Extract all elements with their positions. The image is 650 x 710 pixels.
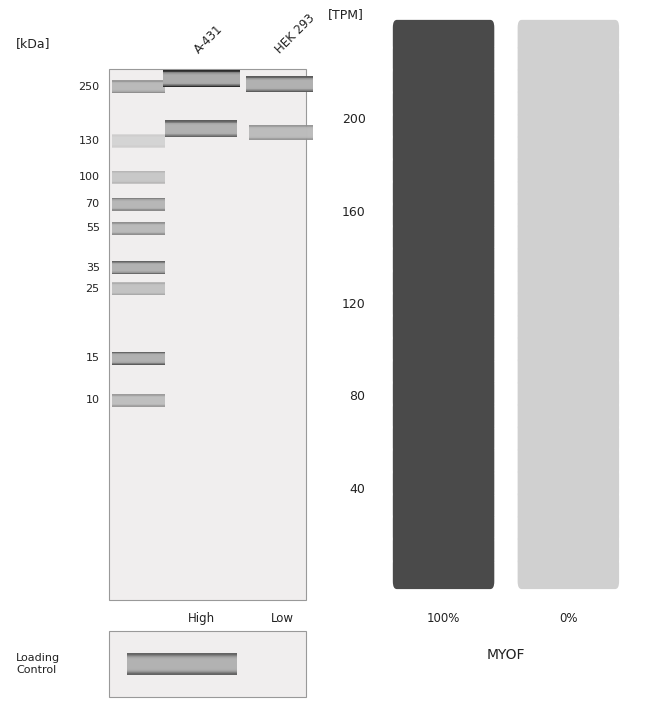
Text: A-431: A-431 [192, 23, 226, 57]
Text: 55: 55 [86, 224, 99, 234]
FancyBboxPatch shape [393, 332, 494, 366]
Text: High: High [188, 611, 215, 625]
Text: Low: Low [270, 611, 294, 625]
Text: HEK 293: HEK 293 [273, 12, 317, 57]
FancyBboxPatch shape [517, 310, 619, 344]
FancyBboxPatch shape [393, 42, 494, 75]
Text: 35: 35 [86, 263, 99, 273]
FancyBboxPatch shape [393, 511, 494, 545]
Text: 80: 80 [350, 391, 365, 403]
FancyBboxPatch shape [517, 444, 619, 477]
FancyBboxPatch shape [517, 288, 619, 321]
FancyBboxPatch shape [393, 377, 494, 410]
FancyBboxPatch shape [517, 243, 619, 276]
FancyBboxPatch shape [393, 221, 494, 254]
FancyBboxPatch shape [517, 400, 619, 433]
FancyBboxPatch shape [517, 422, 619, 455]
FancyBboxPatch shape [393, 87, 494, 120]
FancyBboxPatch shape [393, 310, 494, 344]
FancyBboxPatch shape [517, 511, 619, 545]
FancyBboxPatch shape [517, 87, 619, 120]
FancyBboxPatch shape [517, 533, 619, 567]
FancyBboxPatch shape [393, 266, 494, 299]
Text: MYOF: MYOF [487, 648, 525, 662]
FancyBboxPatch shape [393, 444, 494, 477]
FancyBboxPatch shape [393, 556, 494, 589]
FancyBboxPatch shape [393, 533, 494, 567]
FancyBboxPatch shape [517, 556, 619, 589]
Text: 0%: 0% [559, 611, 578, 625]
Text: [TPM]: [TPM] [328, 9, 364, 21]
FancyBboxPatch shape [393, 109, 494, 143]
Text: 160: 160 [342, 206, 365, 219]
FancyBboxPatch shape [517, 199, 619, 232]
FancyBboxPatch shape [393, 131, 494, 165]
FancyBboxPatch shape [393, 154, 494, 187]
FancyBboxPatch shape [517, 20, 619, 53]
Text: 120: 120 [342, 298, 365, 311]
FancyBboxPatch shape [109, 68, 306, 599]
FancyBboxPatch shape [393, 355, 494, 388]
FancyBboxPatch shape [393, 176, 494, 209]
FancyBboxPatch shape [517, 154, 619, 187]
Text: 15: 15 [86, 353, 99, 364]
FancyBboxPatch shape [517, 377, 619, 410]
FancyBboxPatch shape [517, 109, 619, 143]
Text: [kDa]: [kDa] [16, 38, 51, 50]
Text: 200: 200 [342, 114, 365, 126]
Text: 100%: 100% [427, 611, 460, 625]
Text: 130: 130 [79, 136, 99, 146]
Text: 40: 40 [350, 483, 365, 496]
FancyBboxPatch shape [517, 221, 619, 254]
FancyBboxPatch shape [517, 355, 619, 388]
FancyBboxPatch shape [393, 20, 494, 53]
FancyBboxPatch shape [517, 176, 619, 209]
FancyBboxPatch shape [517, 266, 619, 299]
FancyBboxPatch shape [517, 131, 619, 165]
FancyBboxPatch shape [393, 466, 494, 500]
FancyBboxPatch shape [393, 488, 494, 522]
FancyBboxPatch shape [517, 466, 619, 500]
FancyBboxPatch shape [393, 422, 494, 455]
FancyBboxPatch shape [517, 65, 619, 98]
FancyBboxPatch shape [109, 631, 306, 697]
Text: Loading
Control: Loading Control [16, 653, 60, 674]
FancyBboxPatch shape [517, 42, 619, 75]
Text: 10: 10 [86, 395, 99, 405]
Text: 25: 25 [86, 284, 99, 294]
FancyBboxPatch shape [393, 65, 494, 98]
FancyBboxPatch shape [393, 243, 494, 276]
Text: 250: 250 [79, 82, 99, 92]
FancyBboxPatch shape [393, 288, 494, 321]
FancyBboxPatch shape [517, 332, 619, 366]
Text: 100: 100 [79, 172, 99, 182]
FancyBboxPatch shape [393, 199, 494, 232]
FancyBboxPatch shape [517, 488, 619, 522]
FancyBboxPatch shape [393, 400, 494, 433]
Text: 70: 70 [86, 200, 99, 209]
